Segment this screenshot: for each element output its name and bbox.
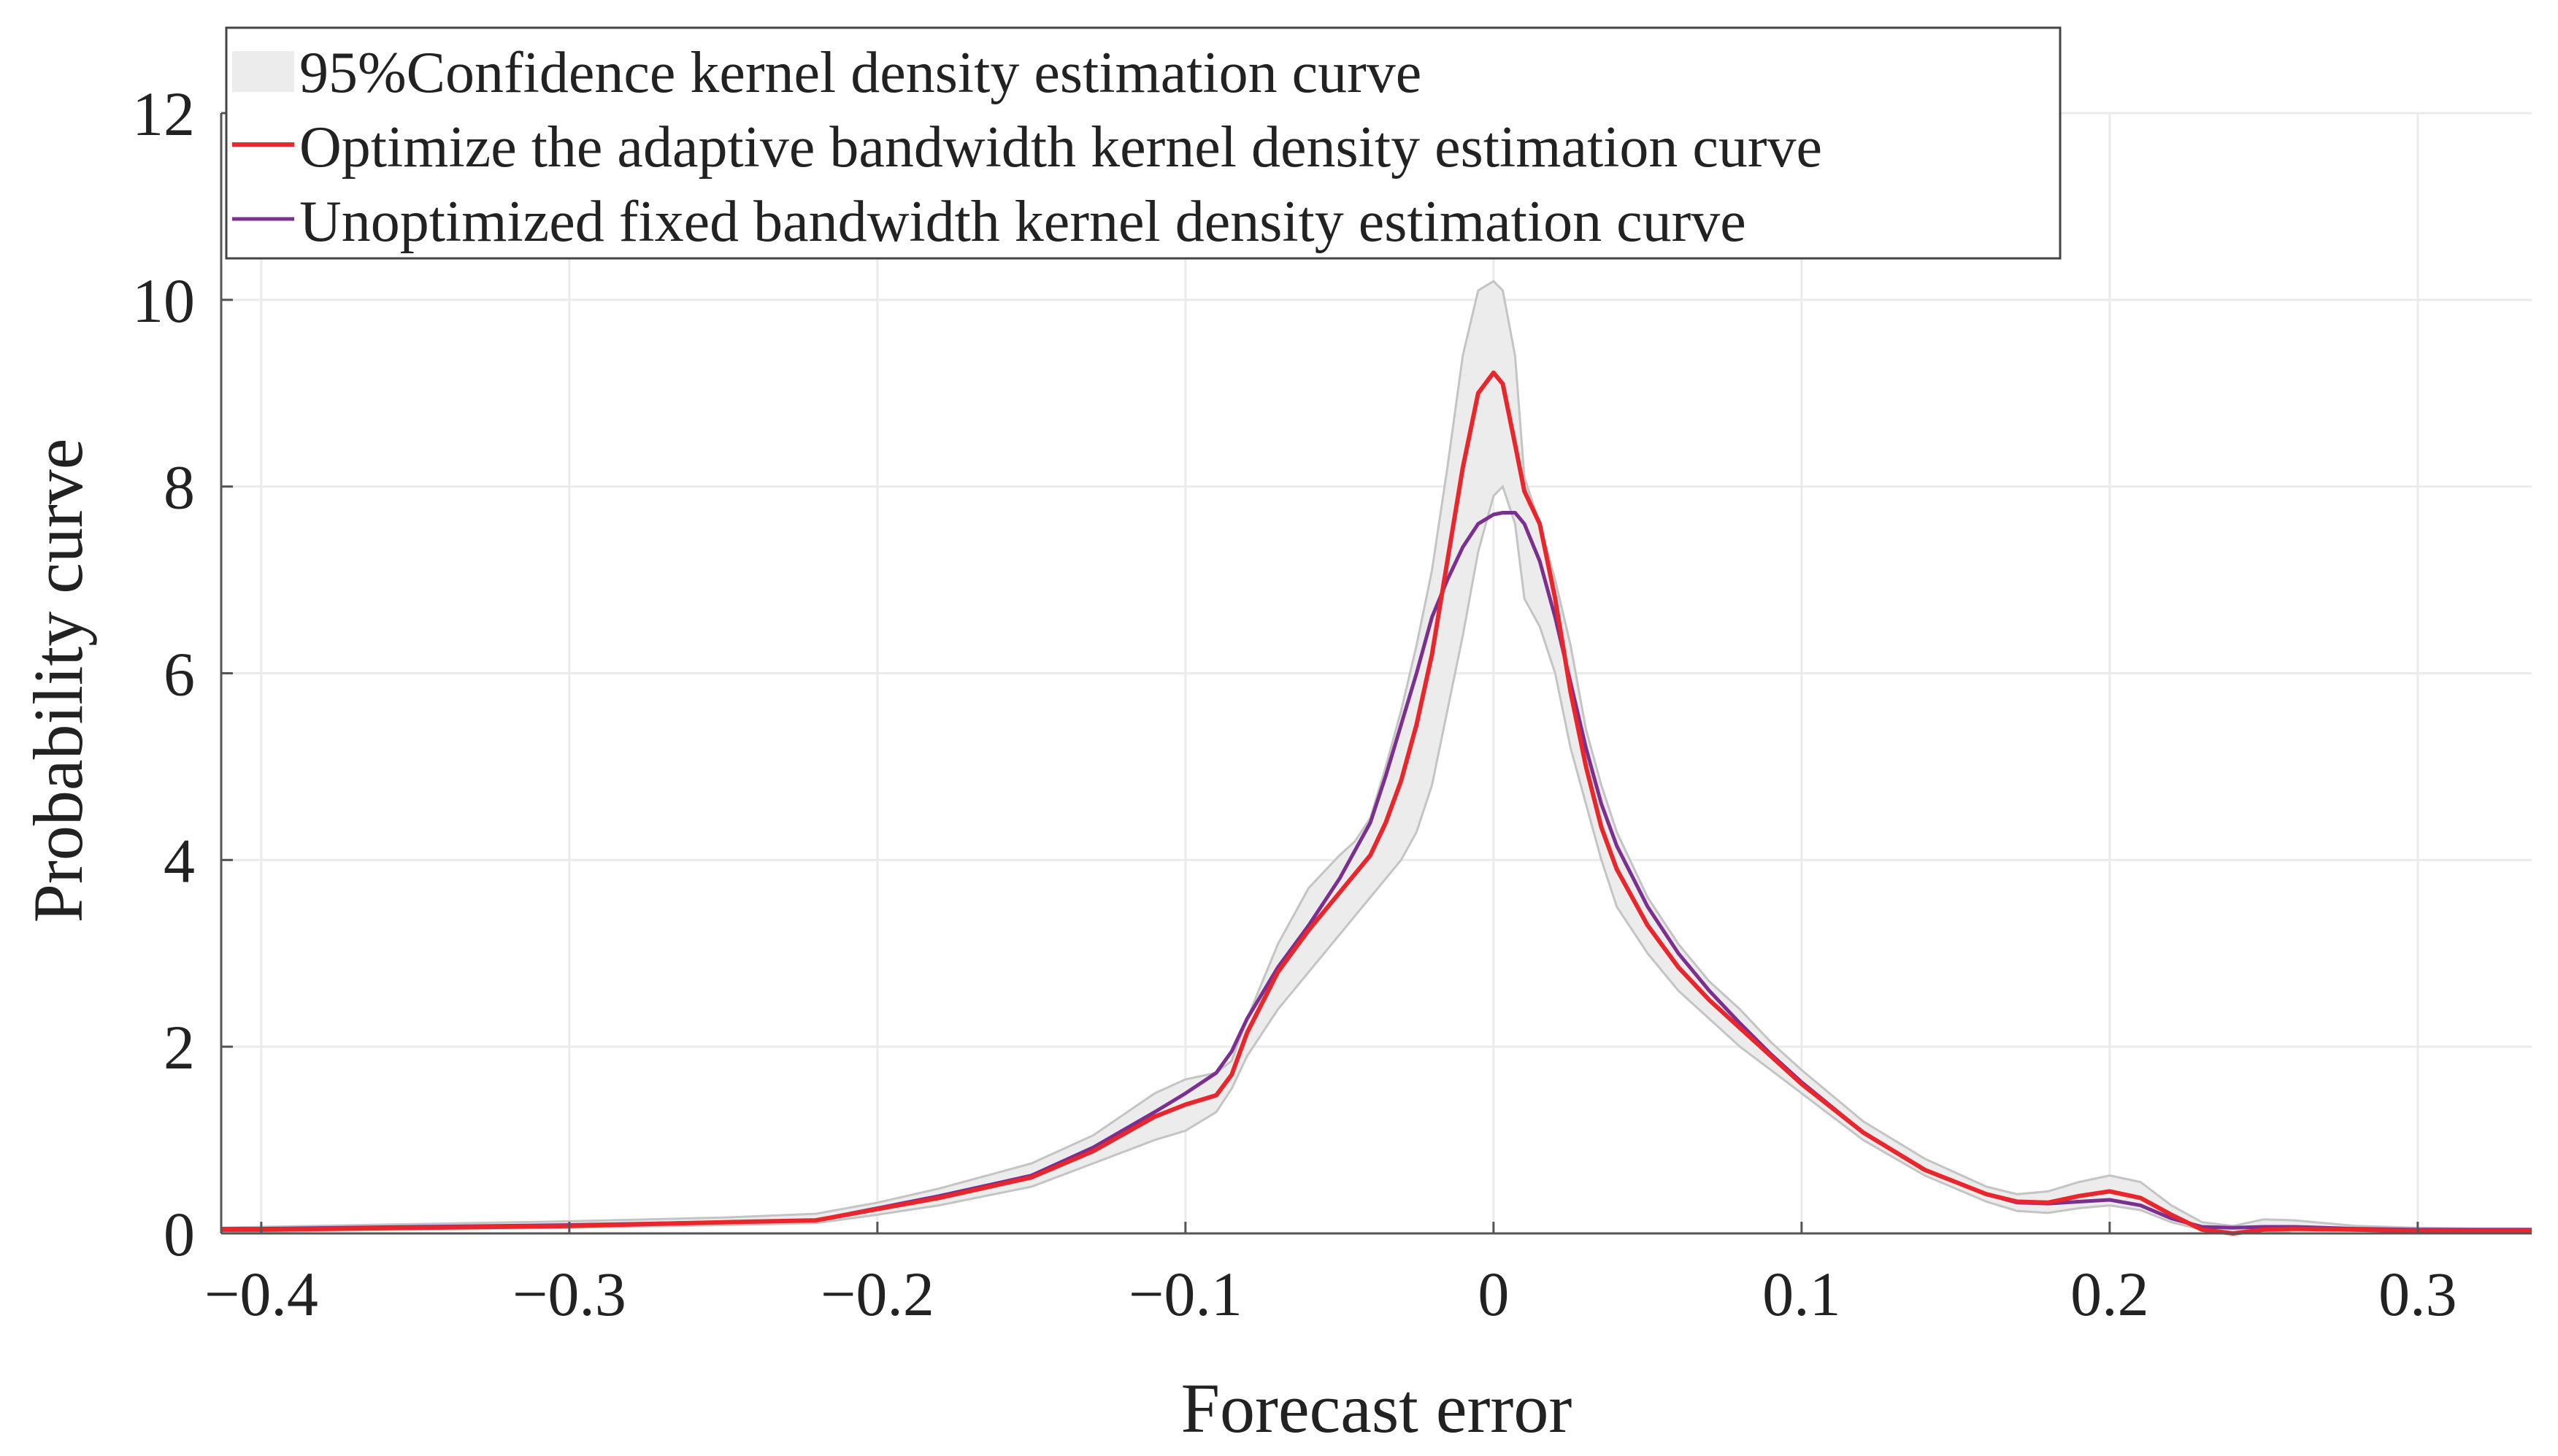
tick-labels: −0.4 −0.3 −0.2 −0.1 0 0.1 0.2 0.3 0 2 4 6 8 10 12 <box>132 79 2457 1329</box>
legend-box <box>225 26 2062 260</box>
x-tick-label: 0.3 <box>2378 1259 2457 1329</box>
series-lines-group <box>221 370 2532 1236</box>
confidence-band-upper-edge <box>220 280 2532 1230</box>
y-tick-label: 6 <box>164 639 195 709</box>
y-tick-label: 2 <box>164 1012 195 1082</box>
x-axis-title: Forecast error <box>1181 1369 1572 1447</box>
series-line-unoptimized <box>221 511 2532 1232</box>
legend-label-confidence-band: 95%Confidence kernel density estimation … <box>299 41 1421 105</box>
x-tick-label: −0.1 <box>1129 1259 1242 1329</box>
x-tick-label: 0.2 <box>2070 1259 2149 1329</box>
x-tick-label: −0.4 <box>204 1259 318 1329</box>
series-line-optimized <box>221 370 2532 1236</box>
y-tick-label: 10 <box>132 266 195 336</box>
y-tick-label: 8 <box>164 452 195 523</box>
x-tick-label: −0.2 <box>821 1259 934 1329</box>
y-axis-title: Probability curve <box>19 439 97 923</box>
x-tick-label: −0.3 <box>512 1259 626 1329</box>
legend-label-optimized: Optimize the adaptive bandwidth kernel d… <box>299 115 1822 180</box>
y-tick-label: 12 <box>132 79 195 149</box>
y-tick-label: 0 <box>164 1199 195 1269</box>
legend-label-unoptimized: Unoptimized fixed bandwidth kernel densi… <box>299 190 1746 254</box>
confidence-band-lower-edge <box>221 484 2532 1235</box>
y-tick-label: 4 <box>164 825 195 895</box>
x-tick-label: 0.1 <box>1762 1259 1841 1329</box>
legend-swatch-confidence-band <box>232 51 294 92</box>
x-tick-label: 0 <box>1478 1259 1509 1329</box>
confidence-band-group <box>220 280 2532 1235</box>
legend[interactable]: 95%Confidence kernel density estimation … <box>225 26 2062 260</box>
